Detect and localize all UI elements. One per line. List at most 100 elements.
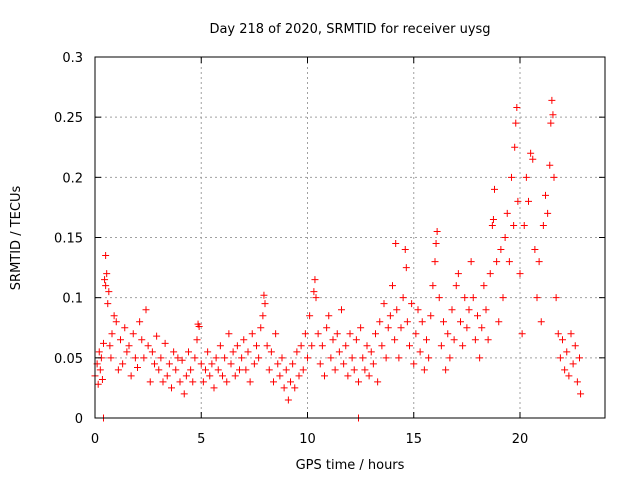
data-point bbox=[248, 330, 256, 338]
data-point bbox=[142, 306, 150, 314]
y-tick-label: 0.3 bbox=[62, 51, 83, 66]
data-point bbox=[435, 294, 443, 302]
data-point bbox=[406, 342, 413, 350]
x-tick-label: 5 bbox=[197, 432, 205, 447]
data-point bbox=[491, 185, 498, 193]
data-points bbox=[91, 96, 585, 422]
data-point bbox=[278, 354, 286, 362]
data-point bbox=[263, 342, 271, 350]
data-point bbox=[202, 366, 209, 374]
data-point bbox=[238, 354, 246, 362]
data-point bbox=[510, 221, 518, 229]
data-point bbox=[210, 384, 218, 392]
data-point bbox=[195, 323, 203, 331]
data-point bbox=[392, 240, 400, 248]
data-point bbox=[414, 306, 422, 314]
data-point bbox=[412, 330, 420, 338]
data-point bbox=[206, 372, 214, 380]
data-point bbox=[554, 330, 562, 338]
data-point bbox=[165, 360, 173, 368]
data-point bbox=[408, 300, 416, 308]
y-tick-label: 0.2 bbox=[62, 171, 83, 186]
data-point bbox=[96, 366, 104, 374]
data-point bbox=[512, 119, 520, 127]
data-point bbox=[433, 227, 441, 235]
data-point bbox=[178, 356, 186, 364]
data-point bbox=[308, 342, 316, 350]
data-point bbox=[355, 378, 362, 386]
data-point bbox=[267, 348, 275, 356]
data-point bbox=[350, 366, 358, 374]
data-point bbox=[321, 372, 328, 380]
data-point bbox=[208, 360, 216, 368]
data-point bbox=[325, 312, 333, 320]
data-point bbox=[369, 360, 377, 368]
data-point bbox=[94, 380, 102, 388]
data-point bbox=[533, 294, 541, 302]
data-point bbox=[386, 312, 394, 320]
data-point bbox=[105, 288, 113, 296]
data-point bbox=[161, 339, 169, 347]
data-point bbox=[335, 348, 343, 356]
data-point bbox=[576, 354, 583, 362]
data-point bbox=[514, 197, 522, 205]
data-point bbox=[148, 348, 156, 356]
data-point bbox=[539, 221, 547, 229]
data-point bbox=[348, 354, 356, 362]
data-point bbox=[513, 104, 521, 112]
data-point bbox=[155, 366, 163, 374]
data-point bbox=[110, 312, 118, 320]
axis-ticks: 0 5 10 15 20 0 0.05 0.1 0.15 0.2 0.25 0.3 bbox=[54, 51, 605, 447]
data-point bbox=[346, 330, 354, 338]
data-point bbox=[151, 360, 158, 368]
data-point bbox=[367, 348, 375, 356]
data-point bbox=[146, 378, 154, 386]
data-point bbox=[542, 191, 549, 199]
y-tick-label: 0.15 bbox=[54, 232, 83, 247]
data-point bbox=[461, 294, 469, 302]
data-point bbox=[418, 318, 426, 326]
data-point bbox=[471, 336, 479, 344]
data-point bbox=[395, 354, 403, 362]
data-point bbox=[199, 378, 207, 386]
data-point bbox=[556, 354, 564, 362]
data-point bbox=[552, 294, 560, 302]
data-point bbox=[100, 339, 107, 347]
data-point bbox=[338, 306, 345, 314]
data-point bbox=[420, 366, 428, 374]
data-point bbox=[511, 143, 519, 151]
data-point bbox=[265, 366, 273, 374]
data-point bbox=[431, 258, 439, 266]
data-point bbox=[352, 336, 360, 344]
data-point bbox=[159, 378, 167, 386]
data-point bbox=[216, 342, 224, 350]
data-point bbox=[482, 306, 490, 314]
data-point bbox=[174, 354, 182, 362]
data-point bbox=[382, 354, 390, 362]
data-point bbox=[563, 348, 571, 356]
data-point bbox=[403, 318, 411, 326]
data-point bbox=[187, 366, 195, 374]
data-point bbox=[467, 258, 475, 266]
data-point bbox=[527, 149, 535, 157]
data-point bbox=[363, 342, 371, 350]
data-point bbox=[391, 336, 399, 344]
data-point bbox=[306, 312, 314, 320]
data-point bbox=[522, 173, 530, 181]
data-point bbox=[106, 342, 114, 350]
chart-title: Day 218 of 2020, SRMTID for receiver uys… bbox=[209, 22, 490, 37]
data-point bbox=[399, 294, 407, 302]
data-point bbox=[571, 342, 579, 350]
data-point bbox=[314, 330, 322, 338]
data-point bbox=[516, 270, 524, 278]
data-point bbox=[401, 246, 409, 254]
data-point bbox=[573, 378, 581, 386]
data-point bbox=[427, 312, 435, 320]
data-point bbox=[182, 372, 190, 380]
data-point bbox=[323, 324, 331, 332]
data-point bbox=[189, 378, 197, 386]
data-point bbox=[495, 318, 503, 326]
data-point bbox=[520, 221, 528, 229]
data-point bbox=[270, 378, 277, 386]
